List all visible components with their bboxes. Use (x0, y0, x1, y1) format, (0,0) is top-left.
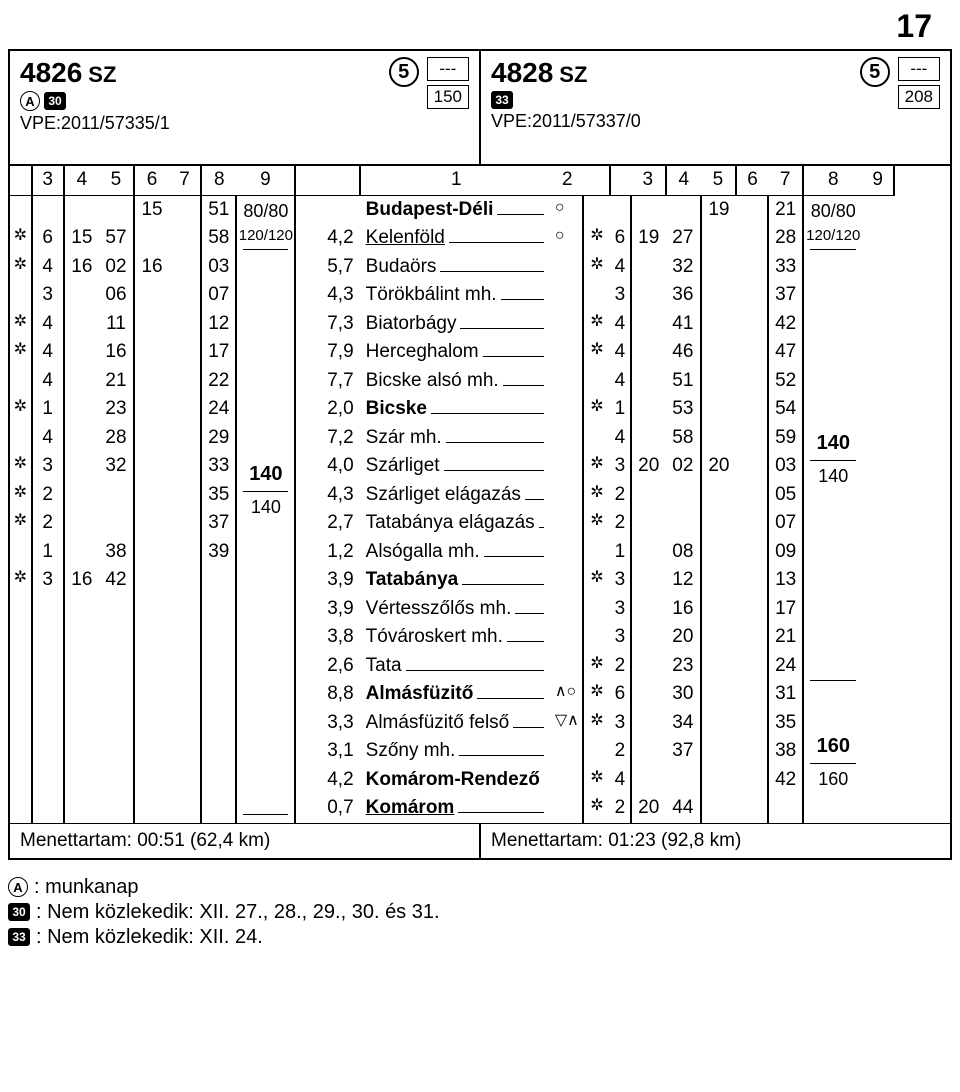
col-header: 6 (736, 166, 768, 195)
footnote-code: 33 (8, 928, 30, 946)
station-name: Bicske (360, 395, 552, 424)
station-name: Tóvároskert mh. (360, 623, 552, 652)
note-code: 33 (491, 91, 513, 109)
station-name: Almásfüzitő (360, 680, 552, 709)
platform-circle: 5 (389, 57, 419, 87)
box-top: --- (427, 57, 469, 81)
timetable: 34567891234567891551 80/80 120/120 140 1… (8, 164, 952, 860)
note-code: 30 (44, 92, 66, 110)
col-header: 1 (360, 166, 552, 195)
station-name: Tata (360, 652, 552, 681)
footnote-symbol-a: A (8, 877, 28, 897)
footnote-line: 33: Nem közlekedik: XII. 24. (8, 926, 952, 949)
station-name: Budaörs (360, 253, 552, 282)
station-name: Almásfüzitő felső (360, 709, 552, 738)
platform-circle: 5 (860, 57, 890, 87)
col-header: 6 (134, 166, 169, 195)
col-header: 3 (32, 166, 64, 195)
col-header: 5 (99, 166, 134, 195)
station-name: Budapest-Déli (360, 196, 552, 225)
speed-col-right: 80/80 120/120 140 140 160 160 (803, 196, 862, 823)
duration-row: Menettartam: 00:51 (62,4 km) Menettartam… (10, 823, 950, 858)
train-type: SZ (88, 62, 116, 88)
speed-col-left: 80/80 120/120 140 140 (236, 196, 295, 823)
station-name: Herceghalom (360, 338, 552, 367)
train-number: 4826 (20, 57, 82, 89)
station-name: Szőny mh. (360, 737, 552, 766)
station-name: Szárliget elágazás (360, 481, 552, 510)
box-bottom: 208 (898, 85, 940, 109)
col-header: 9 (236, 166, 295, 195)
col-header: 9 (862, 166, 894, 195)
page-number: 17 (8, 8, 932, 45)
col-header: 2 (552, 166, 583, 195)
vpe-ref: VPE:2011/57337/0 (491, 111, 852, 132)
timetable-row: 1551 80/80 120/120 140 140 Budapest-Déli… (10, 196, 950, 225)
col-header: 8 (803, 166, 862, 195)
station-name: Szár mh. (360, 424, 552, 453)
station-name: Kelenföld (360, 224, 552, 253)
box-bottom: 150 (427, 85, 469, 109)
train-number: 4828 (491, 57, 553, 89)
column-header-row: 3456789123456789 (10, 166, 950, 195)
col-header: 7 (768, 166, 803, 195)
station-name: Alsógalla mh. (360, 538, 552, 567)
header-row: 4826 SZ A 30 VPE:2011/57335/1 5 --- 150 … (8, 49, 952, 140)
col-header: 4 (666, 166, 701, 195)
train-header-0: 4826 SZ A 30 VPE:2011/57335/1 5 --- 150 (10, 51, 481, 140)
train-type: SZ (559, 62, 587, 88)
station-name: Törökbálint mh. (360, 281, 552, 310)
box-top: --- (898, 57, 940, 81)
col-header: 4 (64, 166, 99, 195)
col-header: 3 (631, 166, 666, 195)
duration-right: Menettartam: 01:23 (92,8 km) (481, 824, 950, 858)
footnote-code: 30 (8, 903, 30, 921)
station-name: Tatabánya elágazás (360, 509, 552, 538)
station-name: Bicske alsó mh. (360, 367, 552, 396)
station-name: Tatabánya (360, 566, 552, 595)
vpe-ref: VPE:2011/57335/1 (20, 113, 381, 134)
note-symbol-a: A (20, 91, 40, 111)
footnote-line: A: munkanap (8, 876, 952, 899)
station-name: Komárom-Rendező (360, 766, 552, 795)
header-spacer (8, 140, 952, 164)
station-name: Vértesszőlős mh. (360, 595, 552, 624)
station-name: Komárom (360, 794, 552, 823)
footnotes: A: munkanap30: Nem közlekedik: XII. 27.,… (8, 876, 952, 949)
train-header-1: 4828 SZ 33 VPE:2011/57337/0 5 --- 208 (481, 51, 950, 140)
col-header: 8 (201, 166, 236, 195)
duration-left: Menettartam: 00:51 (62,4 km) (10, 824, 481, 858)
footnote-line: 30: Nem közlekedik: XII. 27., 28., 29., … (8, 901, 952, 924)
col-header: 7 (169, 166, 201, 195)
station-name: Biatorbágy (360, 310, 552, 339)
station-name: Szárliget (360, 452, 552, 481)
col-header: 5 (701, 166, 736, 195)
